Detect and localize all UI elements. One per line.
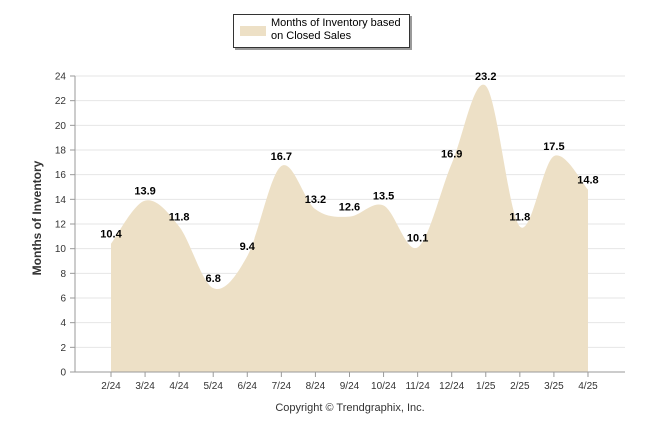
y-tick-label: 16	[55, 170, 67, 181]
y-tick-label: 22	[55, 96, 67, 107]
x-tick-label: 1/25	[476, 381, 496, 392]
x-tick-label: 2/24	[101, 381, 121, 392]
x-tick-label: 7/24	[272, 381, 292, 392]
data-label: 11.8	[169, 211, 190, 223]
data-label: 9.4	[240, 241, 256, 253]
y-tick-label: 10	[55, 244, 67, 255]
data-label: 16.7	[271, 151, 292, 163]
x-tick-label: 4/24	[169, 381, 189, 392]
y-tick-label: 4	[60, 318, 66, 329]
data-label: 6.8	[206, 273, 221, 285]
y-tick-label: 6	[60, 294, 66, 305]
data-label: 11.8	[509, 211, 530, 223]
x-tick-label: 3/25	[544, 381, 564, 392]
y-tick-label: 0	[60, 368, 66, 379]
copyright-text: Copyright © Trendgraphix, Inc.	[275, 402, 425, 414]
data-label: 14.8	[577, 174, 598, 186]
data-label: 23.2	[475, 71, 496, 83]
x-tick-label: 10/24	[371, 381, 396, 392]
x-tick-label: 6/24	[238, 381, 258, 392]
x-tick-label: 2/25	[510, 381, 530, 392]
x-tick-label: 9/24	[340, 381, 360, 392]
data-label: 13.9	[134, 186, 155, 198]
x-tick-label: 12/24	[439, 381, 464, 392]
legend: Months of Inventory based on Closed Sale…	[233, 14, 410, 48]
x-tick-label: 4/25	[578, 381, 598, 392]
data-label: 13.5	[373, 191, 394, 203]
area-series	[111, 84, 588, 373]
y-axis-title: Months of Inventory	[30, 160, 44, 276]
data-label: 12.6	[339, 202, 360, 214]
x-tick-label: 3/24	[135, 381, 155, 392]
data-label: 16.9	[441, 149, 462, 161]
y-tick-label: 8	[60, 269, 66, 280]
y-tick-label: 12	[55, 220, 67, 231]
y-tick-label: 24	[55, 72, 67, 83]
data-label: 17.5	[543, 141, 564, 153]
x-tick-label: 5/24	[203, 381, 223, 392]
legend-label: Months of Inventory based on Closed Sale…	[271, 17, 401, 42]
data-label: 10.4	[100, 229, 122, 241]
x-tick-label: 11/24	[405, 381, 430, 392]
data-label: 10.1	[407, 232, 428, 244]
y-tick-label: 14	[55, 195, 67, 206]
legend-swatch	[240, 26, 266, 36]
y-tick-label: 2	[60, 343, 66, 354]
y-tick-label: 20	[55, 121, 67, 132]
y-tick-label: 18	[55, 146, 67, 157]
x-tick-label: 8/24	[306, 381, 326, 392]
data-label: 13.2	[305, 194, 326, 206]
